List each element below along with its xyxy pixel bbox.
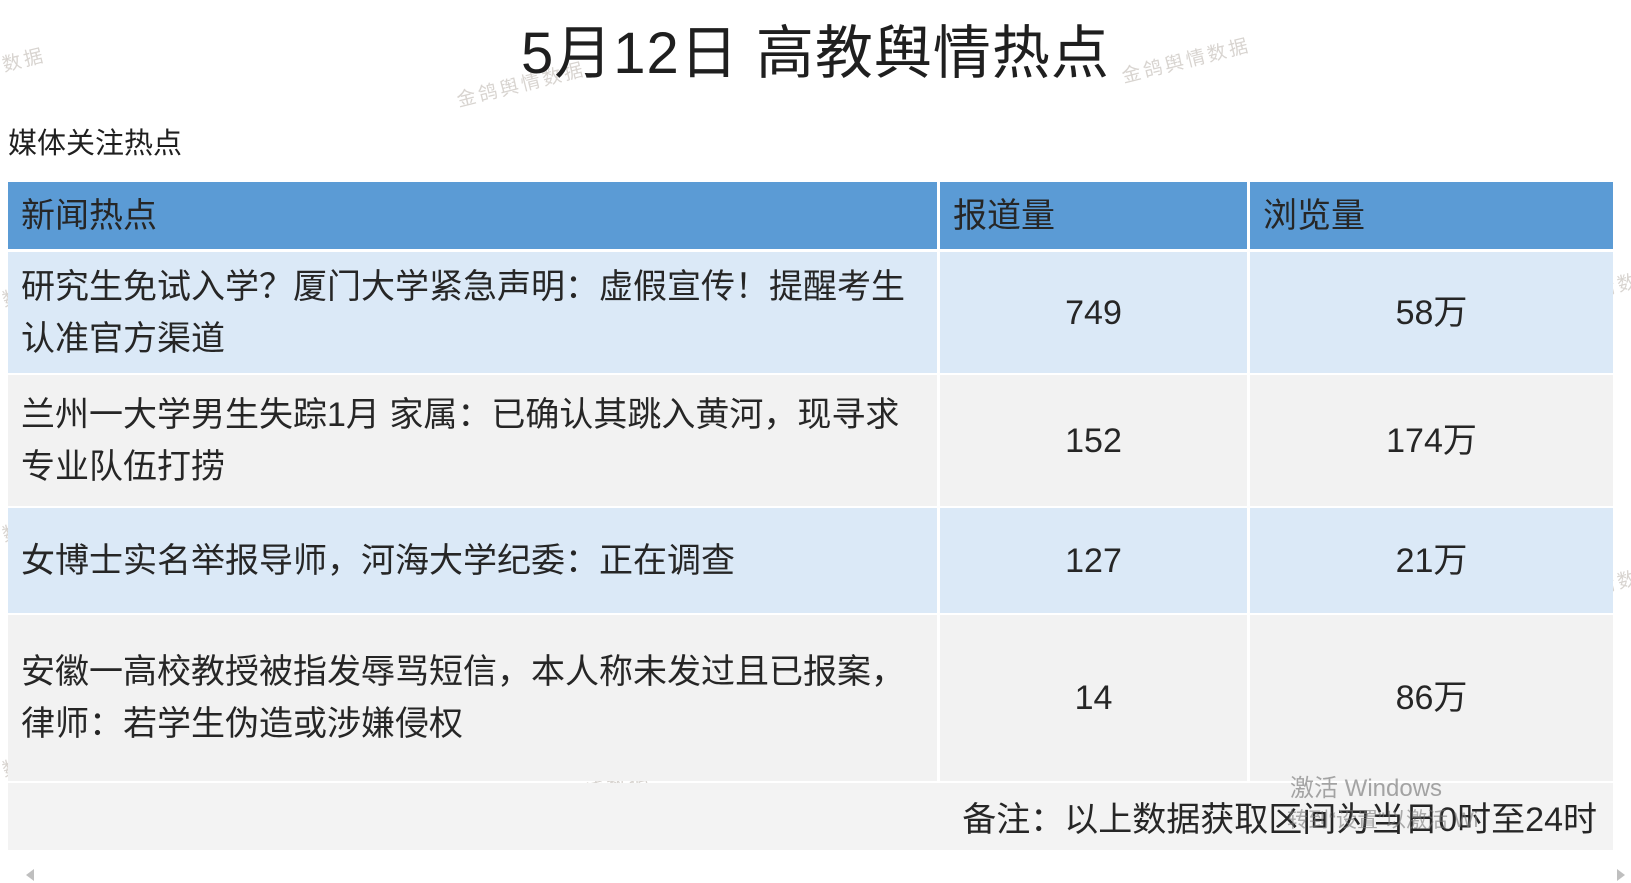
cell-view-count: 21万 [1250, 508, 1613, 613]
cell-topic: 研究生免试入学？厦门大学紧急声明：虚假宣传！提醒考生认准官方渠道 [8, 252, 940, 373]
media-hotspots-table: 新闻热点 报道量 浏览量 研究生免试入学？厦门大学紧急声明：虚假宣传！提醒考生认… [8, 182, 1613, 850]
table-row: 女博士实名举报导师，河海大学纪委：正在调查 127 21万 [8, 508, 1613, 613]
section-label-media-hotspots: 媒体关注热点 [8, 128, 183, 160]
cell-report-count: 749 [940, 252, 1250, 373]
cell-view-count: 174万 [1250, 375, 1613, 506]
scroll-left-arrow-icon[interactable] [26, 869, 34, 881]
cell-report-count: 14 [940, 615, 1250, 781]
page-title: 5月12日 高教舆情热点 [521, 21, 1110, 86]
col-header-view-count: 浏览量 [1250, 182, 1613, 249]
col-header-news-topic: 新闻热点 [8, 182, 940, 249]
table-row: 研究生免试入学？厦门大学紧急声明：虚假宣传！提醒考生认准官方渠道 749 58万 [8, 252, 1613, 373]
cell-report-count: 152 [940, 375, 1250, 506]
table-row: 安徽一高校教授被指发辱骂短信，本人称未发过且已报案，律师：若学生伪造或涉嫌侵权 … [8, 615, 1613, 781]
cell-topic: 兰州一大学男生失踪1月 家属：已确认其跳入黄河，现寻求专业队伍打捞 [8, 375, 940, 506]
cell-view-count: 58万 [1250, 252, 1613, 373]
horizontal-scrollbar[interactable] [0, 867, 1631, 883]
scroll-right-arrow-icon[interactable] [1617, 869, 1625, 881]
table-row: 兰州一大学男生失踪1月 家属：已确认其跳入黄河，现寻求专业队伍打捞 152 17… [8, 375, 1613, 506]
cell-view-count: 86万 [1250, 615, 1613, 781]
cell-report-count: 127 [940, 508, 1250, 613]
col-header-report-count: 报道量 [940, 182, 1250, 249]
cell-topic: 安徽一高校教授被指发辱骂短信，本人称未发过且已报案，律师：若学生伪造或涉嫌侵权 [8, 615, 940, 781]
cell-topic: 女博士实名举报导师，河海大学纪委：正在调查 [8, 508, 940, 613]
footer-note: 备注：以上数据获取区间为当日0时至24时 [8, 783, 1613, 850]
table-header-row: 新闻热点 报道量 浏览量 [8, 182, 1613, 249]
